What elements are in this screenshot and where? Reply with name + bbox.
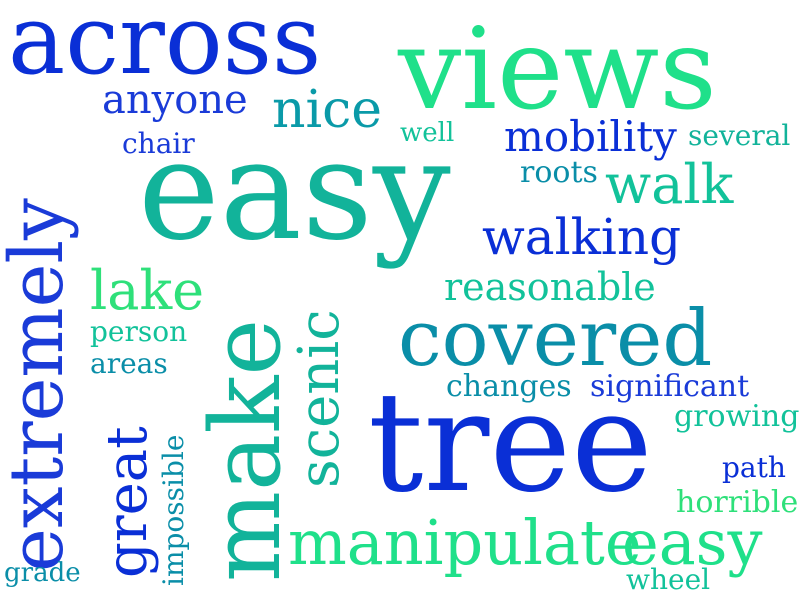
- word-easy: easy: [138, 110, 451, 271]
- word-extremely: extremely: [0, 198, 80, 572]
- word-horrible: horrible: [676, 485, 799, 520]
- word-wheel: wheel: [626, 563, 711, 596]
- word-walk: walk: [605, 153, 734, 216]
- word-growing: growing: [674, 399, 800, 434]
- word-roots: roots: [520, 155, 598, 190]
- word-significant: significant: [590, 369, 750, 404]
- word-tree: tree: [368, 362, 653, 523]
- word-across: across: [8, 0, 322, 96]
- word-make: make: [190, 318, 302, 582]
- word-covered: covered: [398, 294, 713, 384]
- word-path: path: [722, 451, 786, 484]
- word-areas: areas: [90, 347, 168, 380]
- word-impossible: impossible: [157, 434, 190, 586]
- word-grade: grade: [4, 558, 81, 588]
- word-views: views: [398, 5, 717, 135]
- word-manipulate: manipulate: [288, 506, 642, 579]
- word-chair: chair: [122, 127, 195, 160]
- word-nice: nice: [272, 80, 383, 140]
- word-changes: changes: [446, 369, 572, 404]
- word-person: person: [90, 315, 188, 348]
- word-lake: lake: [90, 259, 205, 322]
- word-well: well: [400, 118, 455, 148]
- word-anyone: anyone: [102, 77, 248, 123]
- word-scenic: scenic: [287, 309, 352, 488]
- word-reasonable: reasonable: [444, 265, 656, 309]
- word-great: great: [95, 426, 160, 578]
- word-several: several: [688, 119, 791, 152]
- word-mobility: mobility: [504, 112, 677, 161]
- word-easy-small: easy: [622, 506, 763, 579]
- word-walking: walking: [482, 208, 682, 266]
